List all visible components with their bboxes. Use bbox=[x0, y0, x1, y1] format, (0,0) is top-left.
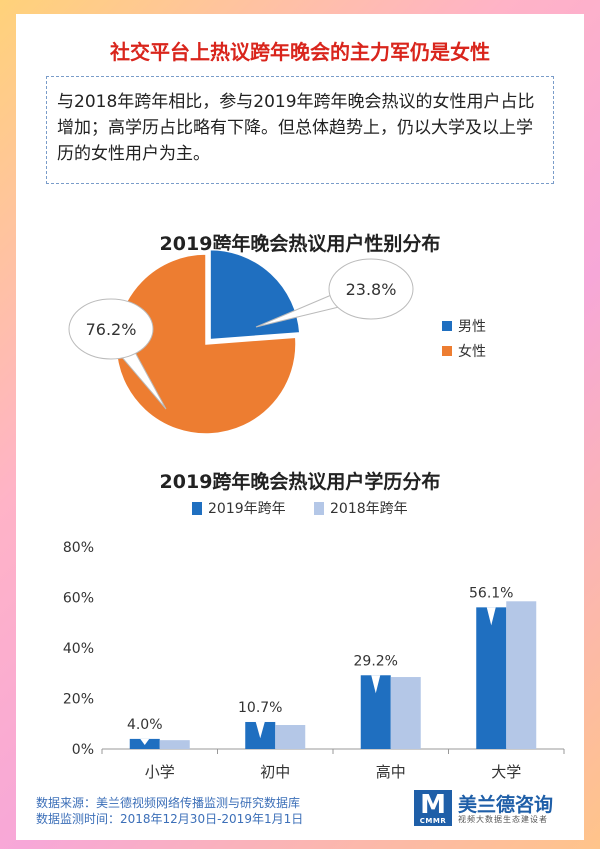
legend-swatch-2019 bbox=[192, 501, 202, 515]
summary-box: 与2018年跨年相比，参与2019年跨年晚会热议的女性用户占比增加；高学历占比略… bbox=[46, 76, 554, 184]
pie-callout-female: 76.2% bbox=[68, 298, 167, 410]
bar-legend-2019: 2019年跨年 bbox=[192, 498, 286, 518]
bar-data-label: 29.2% bbox=[354, 653, 398, 669]
bar-notch bbox=[371, 675, 381, 694]
x-category-label: 高中 bbox=[376, 763, 406, 781]
logo-mark-letter: M bbox=[420, 790, 446, 820]
bar-data-label: 4.0% bbox=[127, 717, 163, 733]
headline: 社交平台上热议跨年晚会的主力军仍是女性 bbox=[110, 40, 490, 64]
legend-label-female: 女性 bbox=[458, 344, 486, 360]
bar-2018-小学 bbox=[159, 740, 190, 749]
y-tick-label: 20% bbox=[63, 692, 94, 708]
bar-chart-title: 2019跨年晚会热议用户学历分布 bbox=[159, 471, 441, 493]
legend-swatch-2018 bbox=[314, 501, 324, 515]
legend-swatch-male bbox=[442, 321, 452, 331]
pie-slice-male bbox=[209, 248, 301, 341]
legend-label-2019: 2019年跨年 bbox=[208, 501, 286, 517]
data-source: 数据来源：美兰德视频网络传播监测与研究数据库 bbox=[36, 796, 301, 810]
logo-mark-sub: CMMR bbox=[419, 817, 447, 825]
y-tick-label: 60% bbox=[63, 591, 94, 607]
gender-pie-chart: 23.8% 76.2% bbox=[68, 248, 414, 435]
bar-notch bbox=[255, 721, 265, 739]
pie-legend-male: 男性 bbox=[442, 316, 486, 336]
legend-label-male: 男性 bbox=[458, 319, 486, 335]
pie-value-label-female: 76.2% bbox=[86, 320, 137, 339]
x-category-label: 大学 bbox=[491, 763, 521, 781]
x-category-label: 小学 bbox=[145, 763, 175, 781]
cmmr-logo: M CMMR 美兰德咨询 视频大数据生态建设者 bbox=[414, 790, 574, 826]
pie-slice-female bbox=[115, 253, 297, 435]
bar-2019-大学 bbox=[476, 607, 507, 749]
content-card: 社交平台上热议跨年晚会的主力军仍是女性 与2018年跨年相比，参与2019年跨年… bbox=[16, 14, 584, 840]
bar-notch bbox=[486, 607, 496, 626]
bar-data-label: 10.7% bbox=[238, 700, 282, 716]
monitoring-period: 数据监测时间：2018年12月30日-2019年1月1日 bbox=[36, 812, 304, 826]
pie-value-label-male: 23.8% bbox=[346, 280, 397, 299]
bar-2018-高中 bbox=[390, 677, 421, 749]
logo-name: 美兰德咨询 bbox=[458, 794, 554, 816]
y-tick-label: 40% bbox=[63, 641, 94, 657]
y-tick-label: 80% bbox=[63, 540, 94, 556]
footer: 数据来源：美兰德视频网络传播监测与研究数据库 数据监测时间：2018年12月30… bbox=[36, 795, 303, 827]
logo-tagline: 视频大数据生态建设者 bbox=[458, 815, 548, 824]
bar-2018-大学 bbox=[506, 601, 537, 749]
bar-legend-2018: 2018年跨年 bbox=[314, 498, 408, 518]
logo-mark: M CMMR bbox=[414, 790, 452, 826]
pie-legend-female: 女性 bbox=[442, 341, 486, 361]
pie-chart-title: 2019跨年晚会热议用户性别分布 bbox=[159, 233, 441, 255]
legend-label-2018: 2018年跨年 bbox=[330, 501, 408, 517]
legend-swatch-female bbox=[442, 346, 452, 356]
education-bar-chart: 0% 20% 40% 60% 80% 4.0% 小学 10.7% 初中 29.2% 高中 56.1% 大… bbox=[63, 540, 565, 781]
bar-notch bbox=[140, 738, 150, 745]
bar-data-label: 56.1% bbox=[469, 585, 513, 601]
x-category-label: 初中 bbox=[260, 763, 290, 781]
y-tick-label: 0% bbox=[72, 742, 94, 758]
bar-2018-初中 bbox=[275, 725, 306, 749]
pie-callout-male: 23.8% bbox=[255, 258, 414, 328]
